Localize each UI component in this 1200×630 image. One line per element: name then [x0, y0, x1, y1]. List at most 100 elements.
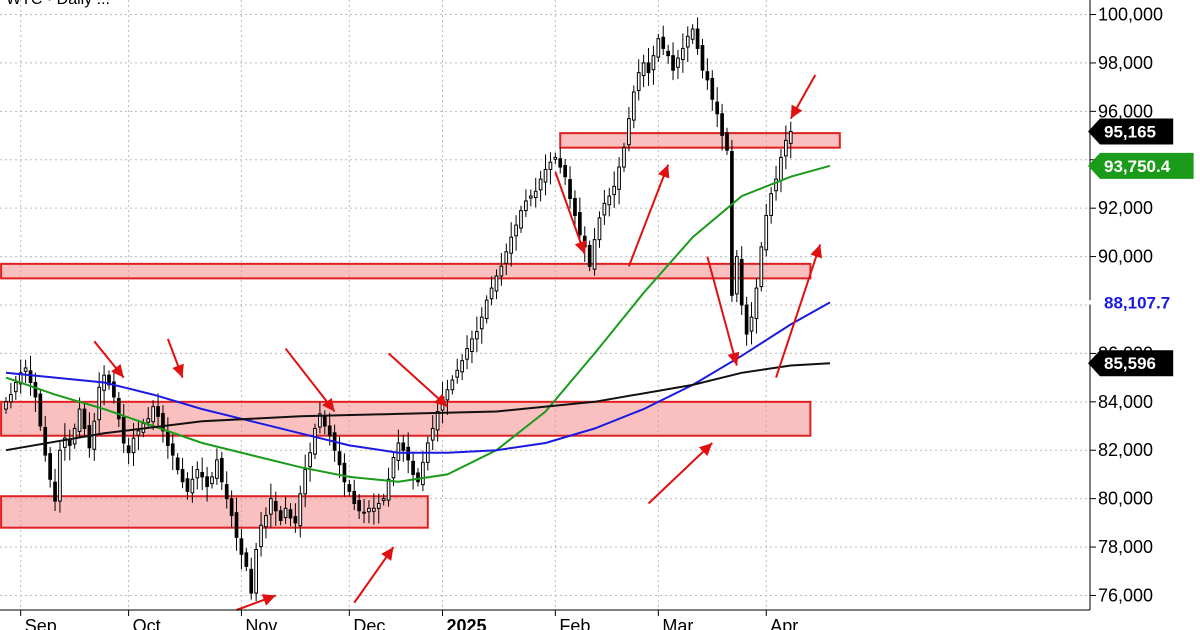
- candle-body: [219, 457, 224, 483]
- candle-body: [695, 28, 700, 49]
- candle-body: [710, 77, 715, 100]
- ma-value-tag-label: 88,107.7: [1104, 293, 1170, 312]
- candle-body: [617, 166, 621, 190]
- ma-value-tag: [1088, 289, 1194, 316]
- zone-rect: [0, 400, 812, 437]
- candle-body: [524, 200, 528, 212]
- candle-body: [170, 443, 175, 456]
- x-axis: Sep Oct Nov Dec 2025 Feb Mar Apr: [0, 609, 1090, 630]
- annotation-arrow: [627, 164, 670, 267]
- candle-body: [636, 72, 641, 92]
- candle-body: [612, 185, 617, 196]
- candle-body: [53, 481, 57, 502]
- candle-body: [77, 408, 82, 432]
- candle-body: [269, 498, 273, 515]
- candle-body: [676, 57, 680, 68]
- candle-body: [705, 71, 710, 81]
- candle-body: [239, 538, 244, 555]
- candle-body: [499, 265, 504, 277]
- candle-body: [254, 548, 258, 594]
- candle-body: [131, 437, 136, 454]
- candle-body: [568, 179, 572, 199]
- candle-body: [475, 331, 479, 340]
- candle-body: [749, 316, 754, 332]
- price-tags: 95,165 93,750.4 88,107.7 85,596: [1088, 118, 1194, 377]
- candle-body: [401, 442, 406, 451]
- arrow-head: [727, 351, 740, 366]
- candle-body: [700, 45, 705, 71]
- arrow-head: [381, 547, 394, 561]
- candle-body: [48, 453, 52, 480]
- x-tick-label: Oct: [133, 616, 161, 630]
- candle-body: [278, 510, 283, 521]
- candle-body: [303, 469, 308, 495]
- candle-body: [215, 459, 219, 479]
- candle-body: [759, 246, 764, 288]
- candle-body: [391, 457, 396, 479]
- arrow-head: [322, 397, 335, 412]
- candle-body: [681, 47, 685, 61]
- candle-body: [200, 472, 205, 478]
- candle-body: [411, 460, 415, 475]
- candlestick-series: [4, 17, 793, 602]
- candle-body: [519, 210, 523, 229]
- candle-body: [651, 55, 656, 71]
- zone-rect: [0, 495, 429, 529]
- candle-body: [460, 360, 464, 373]
- candle-body: [533, 190, 538, 199]
- x-tick-label: Dec: [353, 616, 385, 630]
- y-tick-label: 76,000: [1098, 585, 1153, 605]
- last-price-tag-label: 95,165: [1104, 123, 1156, 142]
- y-tick-label: 80,000: [1098, 489, 1153, 509]
- y-tick-label: 96,000: [1098, 101, 1153, 121]
- candle-body: [455, 369, 460, 378]
- candle-body: [244, 552, 249, 567]
- moving-average-lines: [5, 164, 831, 483]
- candle-body: [229, 498, 234, 517]
- candle-body: [470, 338, 474, 352]
- candle-body: [322, 416, 327, 427]
- candle-body: [563, 165, 567, 178]
- y-axis: 76,00078,00080,00082,00084,00086,00088,0…: [1089, 0, 1163, 610]
- candle-body: [543, 168, 548, 183]
- x-tick-label: Feb: [559, 616, 590, 630]
- ma-value-tag: [1088, 152, 1194, 179]
- candle-body: [156, 406, 160, 417]
- candle-body: [720, 113, 724, 137]
- candle-body: [602, 202, 607, 216]
- y-tick-label: 82,000: [1098, 440, 1153, 460]
- candle-body: [671, 55, 675, 71]
- annotation-arrow: [775, 244, 822, 378]
- candle-body: [646, 62, 651, 74]
- candle-body: [112, 381, 116, 398]
- candle-body: [13, 381, 18, 393]
- candle-body: [185, 478, 190, 492]
- candle-body: [166, 431, 170, 446]
- candle-body: [9, 394, 13, 403]
- ma-value-tag-label: 85,596: [1104, 354, 1156, 373]
- candle-body: [372, 507, 376, 512]
- candle-body: [445, 389, 450, 401]
- candle-body: [725, 132, 729, 151]
- candle-body: [205, 476, 209, 488]
- y-tick-label: 84,000: [1098, 392, 1153, 412]
- candle-body: [381, 498, 386, 502]
- annotation-arrow: [706, 256, 738, 366]
- candle-body: [774, 178, 778, 192]
- candle-body: [161, 412, 165, 432]
- candle-body: [298, 493, 303, 527]
- arrow-head: [810, 244, 823, 259]
- candle-body: [769, 193, 773, 216]
- candle-body: [180, 469, 185, 483]
- candle-body: [249, 568, 254, 594]
- candle-body: [764, 214, 769, 251]
- annotation-arrow: [554, 171, 586, 255]
- y-tick-label: 90,000: [1098, 247, 1153, 267]
- candle-body: [4, 401, 8, 410]
- candle-body: [234, 512, 239, 538]
- support-resistance-zones: [0, 132, 841, 529]
- candle-body: [308, 452, 312, 468]
- candle-body: [151, 406, 155, 423]
- candle-body: [28, 370, 33, 383]
